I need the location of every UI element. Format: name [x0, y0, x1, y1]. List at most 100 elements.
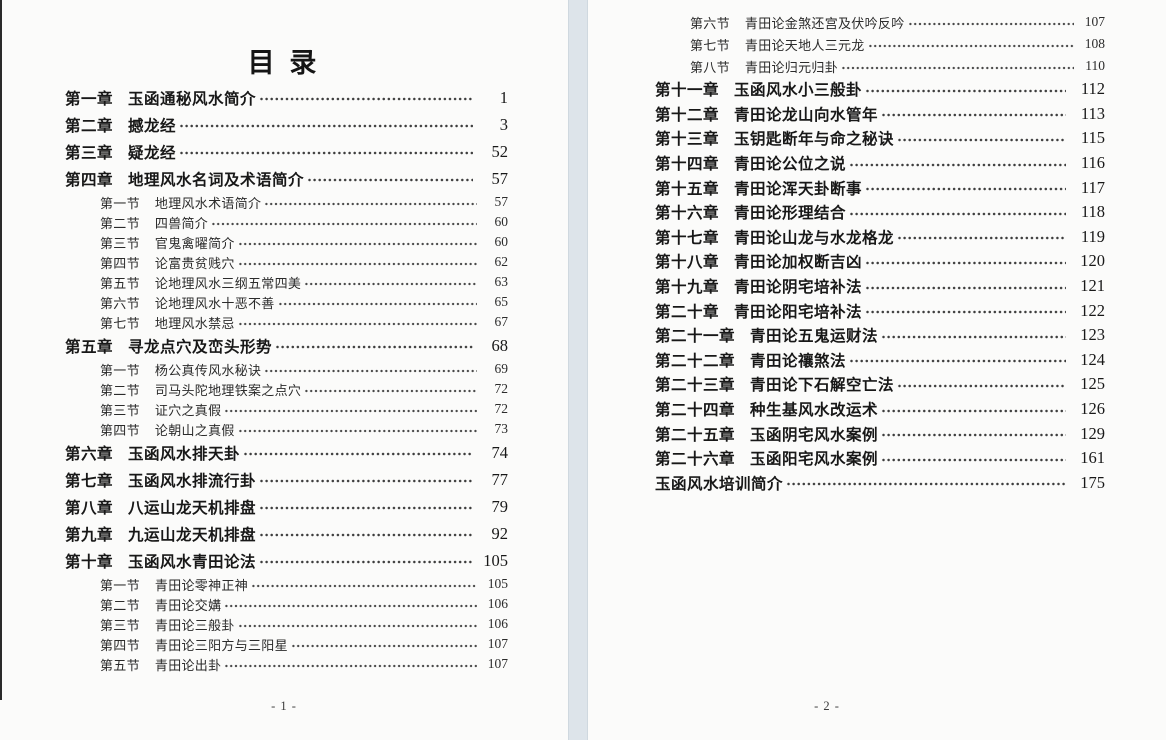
- toc-entry-title: 青田论三般卦: [154, 617, 235, 633]
- toc-entry-label: 第九章: [65, 526, 114, 544]
- toc-entry-title: 种生基风水改运术: [750, 402, 879, 420]
- scan-bottom-strip: [0, 740, 1166, 746]
- toc-entry-label: 第十章: [65, 553, 114, 571]
- toc-leader-dots: [897, 133, 1066, 147]
- toc-entry-label: 第十五章: [655, 180, 720, 198]
- toc-leader-dots: [786, 478, 1066, 492]
- toc-entry-label: 第八节: [690, 59, 730, 75]
- toc-entry-page: 62: [494, 254, 509, 269]
- toc-entry-label: 第七节: [690, 37, 730, 53]
- toc-entry: 第十七章 青田论山龙与水龙格龙 119: [655, 225, 1105, 250]
- toc-entry: 第八节 青田论归元归卦 110: [655, 55, 1105, 77]
- toc-entry-page: 118: [1080, 202, 1105, 222]
- toc-leader-dots: [849, 158, 1066, 172]
- toc-entry-title: 青田论天地人三元龙: [744, 37, 865, 53]
- toc-entry: 第十五章 青田论浑天卦断事 117: [655, 175, 1105, 200]
- toc-entry: 第二十一章 青田论五鬼运财法 123: [655, 323, 1105, 348]
- toc-entry-page: 125: [1080, 374, 1105, 394]
- toc-leader-dots: [259, 529, 473, 542]
- toc-entry-label: 第五节: [100, 657, 140, 673]
- toc-entry-label: 第二十六章: [655, 451, 736, 469]
- toc-entry-label: 第二十一章: [655, 328, 736, 346]
- toc-entry-page: 106: [487, 616, 508, 631]
- toc-entry-title: 青田论三阳方与三阳星: [154, 637, 288, 653]
- toc-entry-label: 第五章: [65, 338, 114, 356]
- toc-entry: 第五节 论地理风水三纲五常四美 63: [65, 272, 508, 292]
- toc-entry-title: 论地理风水三纲五常四美: [154, 275, 302, 291]
- toc-entry-label: 第三节: [100, 402, 140, 418]
- page-gap-divider: [568, 0, 588, 746]
- toc-leader-dots: [264, 197, 477, 211]
- toc-entry-title: 论地理风水十恶不善: [154, 295, 275, 311]
- scan-edge-line: [0, 0, 2, 700]
- toc-entry: 第一章 玉函通秘风水简介 1: [65, 84, 508, 111]
- toc-leader-dots: [224, 599, 477, 613]
- toc-entry-title: 证穴之真假: [154, 402, 222, 418]
- toc-entry-title: 论富贵贫贱穴: [154, 255, 235, 271]
- toc-entry-page: 175: [1080, 472, 1105, 492]
- toc-entry: 第十六章 青田论形理结合 118: [655, 200, 1105, 225]
- toc-leader-dots: [881, 453, 1066, 467]
- toc-leader-dots: [307, 174, 473, 187]
- toc-entry-page: 72: [494, 381, 509, 396]
- toc-entry-page: 1: [499, 87, 508, 107]
- page-footer: - 1 -: [271, 699, 297, 713]
- toc-entry-page: 72: [494, 401, 509, 416]
- toc-entry: 第五章 寻龙点穴及峦头形势 68: [65, 332, 508, 359]
- toc-leader-dots: [907, 17, 1074, 31]
- toc-entry: 第四节 论富贵贫贱穴 62: [65, 252, 508, 272]
- toc-entry-title: 青田论阴宅培补法: [734, 279, 863, 297]
- toc-list-page-2: 第六节 青田论金煞还宫及伏吟反吟 107 第七节 青田论天地人三元龙 108 第…: [588, 0, 1166, 495]
- toc-entry-label: 第四节: [100, 637, 140, 653]
- toc-leader-dots: [237, 619, 477, 633]
- toc-entry-title: 玉钥匙断年与命之秘诀: [734, 131, 895, 149]
- toc-entry-page: 120: [1080, 251, 1105, 271]
- toc-entry-label: 第六节: [100, 295, 140, 311]
- toc-leader-dots: [251, 579, 477, 593]
- page-footer: - 2 -: [814, 699, 840, 713]
- toc-entry-page: 73: [494, 421, 509, 436]
- toc-entry-title: 青田论下石解空亡法: [750, 377, 895, 395]
- toc-entry-title: 杨公真传风水秘诀: [154, 362, 262, 378]
- toc-entry-label: 第一节: [100, 195, 140, 211]
- toc-leader-dots: [237, 257, 477, 271]
- toc-entry-page: 74: [491, 442, 509, 462]
- toc-entry-page: 69: [494, 361, 509, 376]
- toc-entry-label: 第十三章: [655, 131, 720, 149]
- toc-entry-label: 第四节: [100, 422, 140, 438]
- toc-leader-dots: [881, 404, 1066, 418]
- toc-entry-page: 65: [494, 294, 509, 309]
- toc-entry-label: 第六章: [65, 445, 114, 463]
- toc-entry-title: 玉函风水排天卦: [128, 445, 241, 463]
- toc-entry-title: 地理风水名词及术语简介: [128, 171, 305, 189]
- toc-leader-dots: [881, 429, 1066, 443]
- toc-entry: 第十二章 青田论龙山向水管年 113: [655, 102, 1105, 127]
- toc-entry-label: 第十七章: [655, 229, 720, 247]
- toc-entry: 第二节 青田论交媾 106: [65, 594, 508, 614]
- toc-list-page-1: 第一章 玉函通秘风水简介 1 第二章 撼龙经 3 第三章 疑龙经 52 第四章: [0, 80, 568, 674]
- toc-entry: 第十一章 玉函风水小三般卦 112: [655, 77, 1105, 102]
- toc-entry-title: 青田论形理结合: [734, 205, 847, 223]
- toc-leader-dots: [264, 364, 477, 378]
- toc-leader-dots: [259, 475, 473, 488]
- toc-entry-page: 57: [491, 168, 509, 188]
- toc-entry-page: 57: [494, 194, 509, 209]
- toc-entry-title: 官鬼禽曜简介: [154, 235, 235, 251]
- toc-entry: 第四章 地理风水名词及术语简介 57: [65, 165, 508, 192]
- toc-entry-page: 63: [494, 274, 509, 289]
- toc-entry: 第二十四章 种生基风水改运术 126: [655, 397, 1105, 422]
- toc-entry-label: 第三章: [65, 144, 114, 162]
- toc-entry: 第七节 地理风水禁忌 67: [65, 312, 508, 332]
- toc-leader-dots: [897, 232, 1066, 246]
- toc-entry-title: 青田论公位之说: [734, 156, 847, 174]
- toc-leader-dots: [304, 384, 477, 398]
- toc-entry-page: 107: [487, 636, 508, 651]
- toc-leader-dots: [867, 39, 1074, 53]
- toc-entry-page: 77: [491, 469, 509, 489]
- toc-leader-dots: [211, 217, 477, 231]
- toc-entry-label: 第八章: [65, 499, 114, 517]
- toc-entry-page: 67: [494, 314, 509, 329]
- toc-entry-title: 地理风水术语简介: [154, 195, 262, 211]
- toc-entry-label: 第一节: [100, 362, 140, 378]
